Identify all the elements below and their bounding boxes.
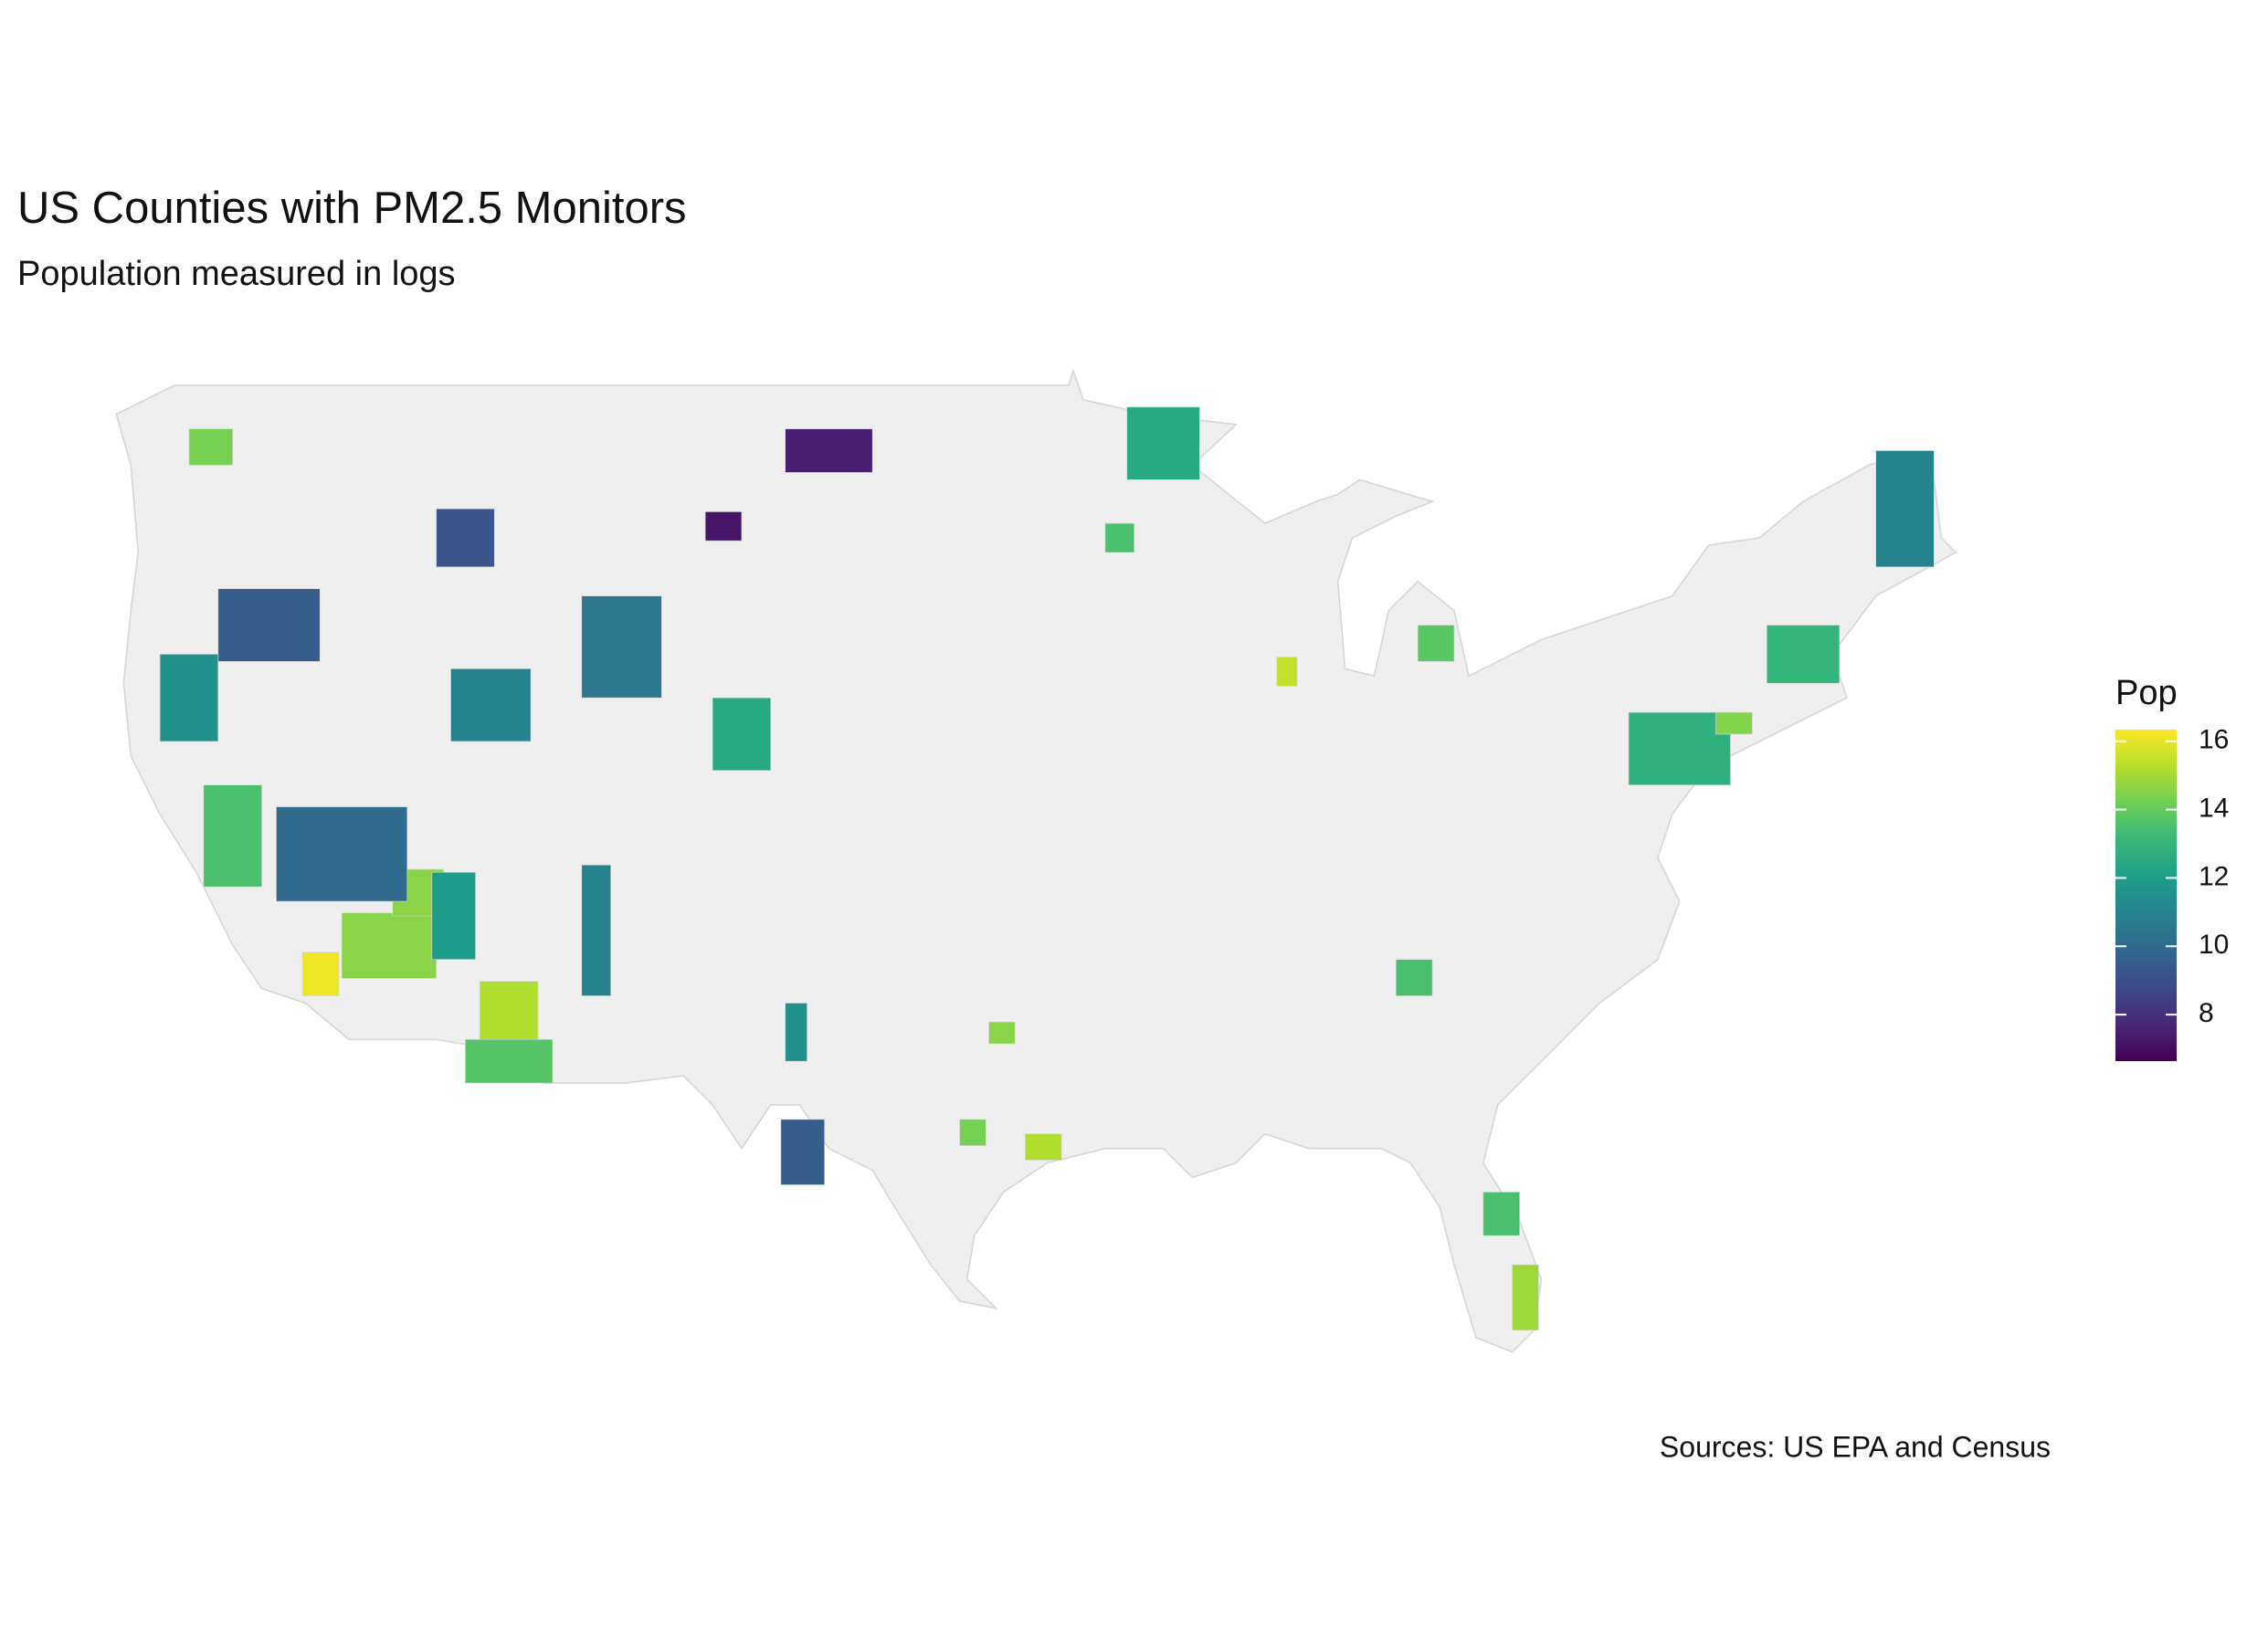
- county: [780, 1119, 825, 1185]
- county: [1715, 711, 1753, 735]
- county: [1482, 1192, 1520, 1236]
- county: [712, 697, 772, 772]
- county: [203, 784, 262, 888]
- county: [785, 428, 873, 473]
- legend-title: Pop: [2115, 674, 2178, 712]
- county: [480, 981, 539, 1047]
- county: [988, 1021, 1016, 1045]
- county: [1417, 625, 1455, 662]
- legend-tick-label: 8: [2199, 998, 2214, 1028]
- county: [581, 864, 611, 996]
- county: [1512, 1264, 1539, 1330]
- county: [436, 508, 495, 568]
- county: [581, 595, 662, 699]
- county: [1875, 450, 1935, 568]
- county: [1628, 711, 1731, 785]
- legend-tick-label: 16: [2199, 725, 2229, 755]
- legend-tick-label: 12: [2199, 861, 2229, 891]
- county: [1396, 959, 1433, 996]
- county: [1025, 1133, 1062, 1161]
- county: [450, 668, 532, 742]
- chart-title: US Counties with PM2.5 Monitors: [17, 184, 687, 233]
- county: [276, 806, 408, 902]
- map: [115, 368, 1957, 1353]
- legend-tick-label: 14: [2199, 793, 2229, 823]
- county: [1126, 406, 1200, 480]
- county: [217, 588, 321, 662]
- county: [301, 952, 340, 996]
- county: [959, 1119, 986, 1146]
- colorbar: [2115, 730, 2177, 1061]
- county: [159, 654, 219, 742]
- county: [1766, 625, 1841, 684]
- county: [431, 871, 476, 961]
- county: [465, 1038, 554, 1084]
- county: [1276, 657, 1298, 687]
- legend-tick-label: 10: [2199, 930, 2229, 960]
- caption: Sources: US EPA and Census: [1660, 1430, 2051, 1463]
- county: [341, 912, 437, 979]
- chart-subtitle: Population measured in logs: [17, 255, 456, 293]
- county: [785, 1003, 807, 1062]
- county: [1104, 522, 1135, 553]
- county: [704, 511, 743, 542]
- county: [188, 428, 234, 466]
